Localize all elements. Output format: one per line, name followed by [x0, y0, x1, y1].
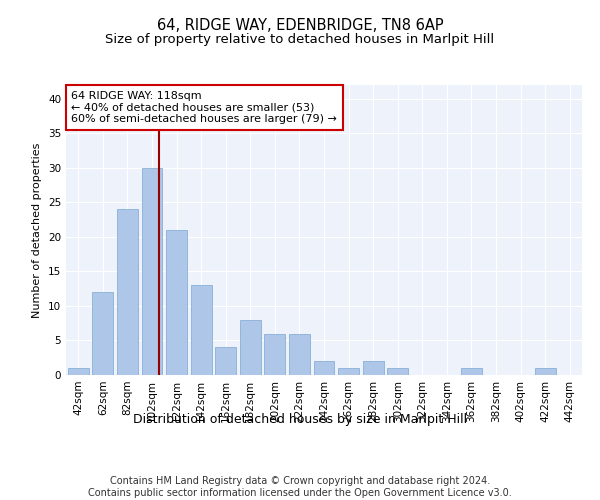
Bar [92, 292, 113, 375]
Bar [338, 368, 359, 375]
Text: 64, RIDGE WAY, EDENBRIDGE, TN8 6AP: 64, RIDGE WAY, EDENBRIDGE, TN8 6AP [157, 18, 443, 32]
Bar [387, 368, 408, 375]
Bar [191, 285, 212, 375]
Bar [240, 320, 261, 375]
Text: Size of property relative to detached houses in Marlpit Hill: Size of property relative to detached ho… [106, 32, 494, 46]
Bar [461, 368, 482, 375]
Bar [166, 230, 187, 375]
Y-axis label: Number of detached properties: Number of detached properties [32, 142, 43, 318]
Bar [289, 334, 310, 375]
Bar [215, 348, 236, 375]
Bar [535, 368, 556, 375]
Bar [68, 368, 89, 375]
Bar [142, 168, 163, 375]
Text: Contains HM Land Registry data © Crown copyright and database right 2024.
Contai: Contains HM Land Registry data © Crown c… [88, 476, 512, 498]
Bar [314, 361, 334, 375]
Bar [362, 361, 383, 375]
Text: 64 RIDGE WAY: 118sqm
← 40% of detached houses are smaller (53)
60% of semi-detac: 64 RIDGE WAY: 118sqm ← 40% of detached h… [71, 91, 337, 124]
Bar [265, 334, 286, 375]
Bar [117, 210, 138, 375]
Text: Distribution of detached houses by size in Marlpit Hill: Distribution of detached houses by size … [133, 412, 467, 426]
